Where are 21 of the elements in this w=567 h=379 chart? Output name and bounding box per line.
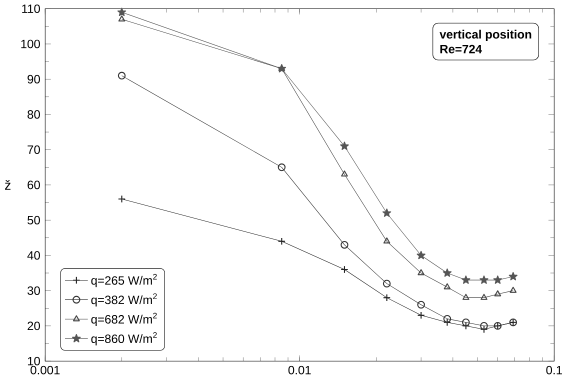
y-tick-label: 110: [22, 4, 40, 14]
y-tick-label: 60: [28, 180, 40, 190]
x-tick-label: 0.001: [30, 366, 60, 374]
y-axis-title: ž: [5, 180, 10, 190]
y-tick-label: 20: [28, 322, 40, 330]
legend-label: q=382 W/m$^{2}$: [91, 293, 157, 307]
y-tick-label: 80: [28, 110, 40, 119]
legend-label: q=860 W/m$^{2}$: [91, 332, 157, 346]
y-tick-label: 50: [28, 216, 40, 225]
y-tick-label: 90: [28, 75, 40, 84]
x-tick-label: 0.1: [546, 366, 562, 374]
y-tick-label: 100: [21, 40, 40, 48]
annotation: vertical position: [440, 30, 532, 42]
legend-label: q=265 W/m$^{2}$: [91, 274, 157, 288]
y-tick-label: 10: [28, 356, 40, 366]
legend-label: q=682 W/m$^{2}$: [91, 312, 157, 326]
y-tick-label: 70: [28, 145, 40, 154]
y-tick-label: 30: [28, 286, 40, 295]
annotation: Re=724: [440, 44, 482, 54]
x-tick-label: 0.01: [288, 366, 311, 374]
y-tick-label: 40: [27, 251, 40, 260]
